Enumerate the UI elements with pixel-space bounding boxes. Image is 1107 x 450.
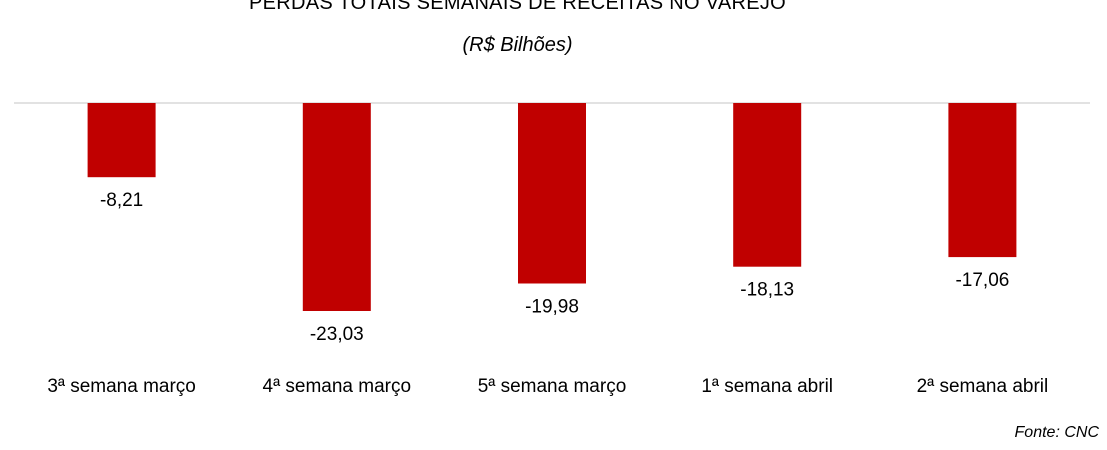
source-note: Fonte: CNC xyxy=(1014,424,1099,441)
data-label: -18,13 xyxy=(740,280,794,301)
data-labels-layer: -8,21 -23,03 -19,98 -18,13 -17,06 xyxy=(100,190,1009,345)
data-label: -8,21 xyxy=(100,190,143,211)
bar xyxy=(948,103,1017,258)
category-label: 4ª semana março xyxy=(263,376,412,397)
category-label: 5ª semana março xyxy=(478,376,627,397)
category-label: 3ª semana março xyxy=(47,376,196,397)
data-label: -19,98 xyxy=(525,297,579,318)
chart-subtitle: (R$ Bilhões) xyxy=(462,34,573,56)
bar xyxy=(518,103,586,284)
category-label: 1ª semana abril xyxy=(701,376,833,397)
bars-layer xyxy=(87,103,1017,311)
data-label: -17,06 xyxy=(955,270,1009,291)
bar xyxy=(733,103,802,267)
chart-title: PERDAS TOTAIS SEMANAIS DE RECEITAS NO VA… xyxy=(248,0,787,14)
data-label: -23,03 xyxy=(310,324,364,345)
bar xyxy=(87,103,156,178)
category-label: 2ª semana abril xyxy=(917,376,1049,397)
bar xyxy=(302,103,371,311)
category-labels-layer: 3ª semana março 4ª semana março 5ª semana … xyxy=(47,376,1048,397)
